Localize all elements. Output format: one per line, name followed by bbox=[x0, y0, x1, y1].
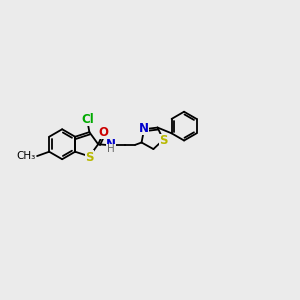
Text: Cl: Cl bbox=[81, 113, 94, 126]
Text: O: O bbox=[98, 126, 108, 139]
Text: S: S bbox=[159, 134, 168, 147]
Text: H: H bbox=[107, 144, 115, 154]
Text: N: N bbox=[139, 122, 148, 135]
Text: S: S bbox=[85, 151, 94, 164]
Text: N: N bbox=[106, 138, 116, 151]
Text: CH₃: CH₃ bbox=[17, 151, 36, 161]
